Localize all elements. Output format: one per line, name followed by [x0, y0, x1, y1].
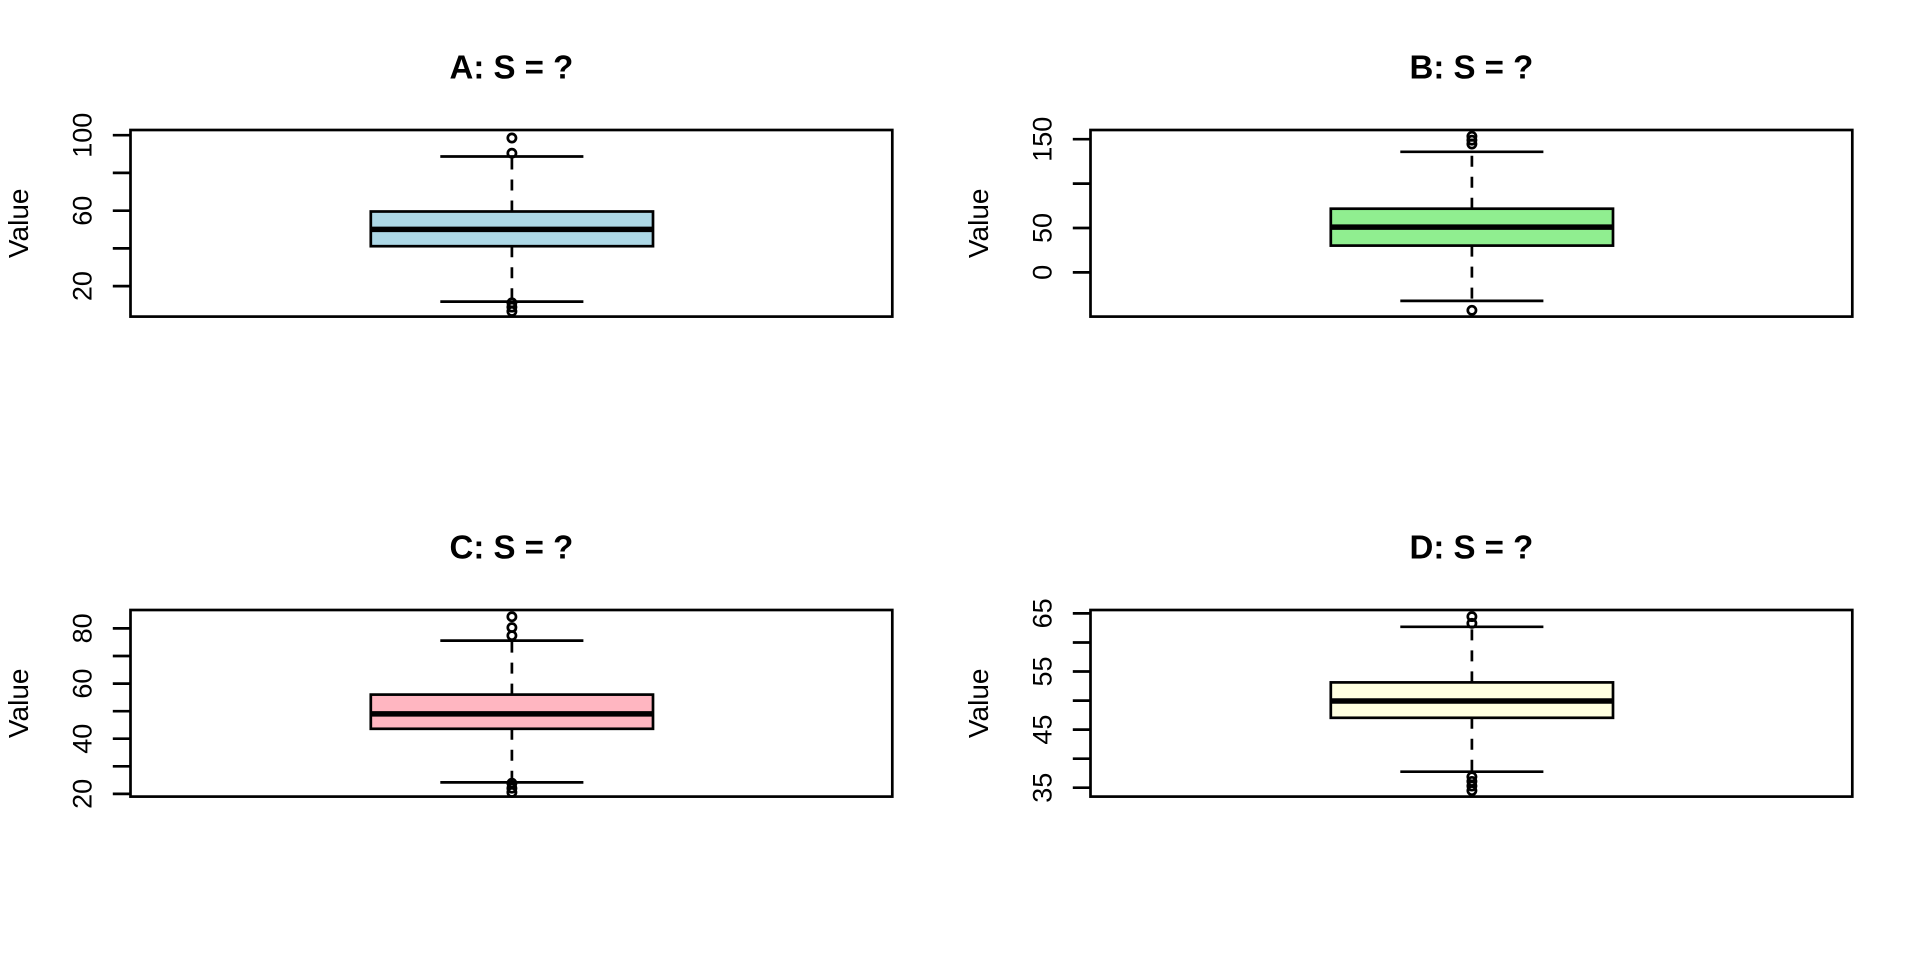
svg-text:Value: Value [3, 669, 34, 739]
svg-text:0: 0 [1028, 265, 1058, 280]
svg-text:65: 65 [1028, 598, 1058, 628]
svg-text:60: 60 [68, 669, 98, 699]
svg-text:Value: Value [963, 669, 994, 739]
svg-text:C: S = ?: C: S = ? [450, 529, 574, 566]
svg-text:D: S = ?: D: S = ? [1410, 529, 1534, 566]
svg-text:40: 40 [68, 724, 98, 754]
svg-text:100: 100 [68, 113, 98, 158]
svg-text:20: 20 [68, 779, 98, 809]
svg-text:35: 35 [1028, 773, 1058, 803]
svg-text:Value: Value [3, 189, 34, 259]
svg-text:Value: Value [963, 189, 994, 259]
svg-text:20: 20 [68, 271, 98, 301]
svg-text:80: 80 [68, 613, 98, 643]
svg-text:50: 50 [1028, 213, 1058, 243]
svg-text:A: S = ?: A: S = ? [450, 49, 574, 86]
svg-text:B: S = ?: B: S = ? [1410, 49, 1534, 86]
svg-text:55: 55 [1028, 656, 1058, 686]
svg-text:60: 60 [68, 196, 98, 226]
svg-text:45: 45 [1028, 715, 1058, 745]
svg-text:150: 150 [1028, 117, 1058, 162]
